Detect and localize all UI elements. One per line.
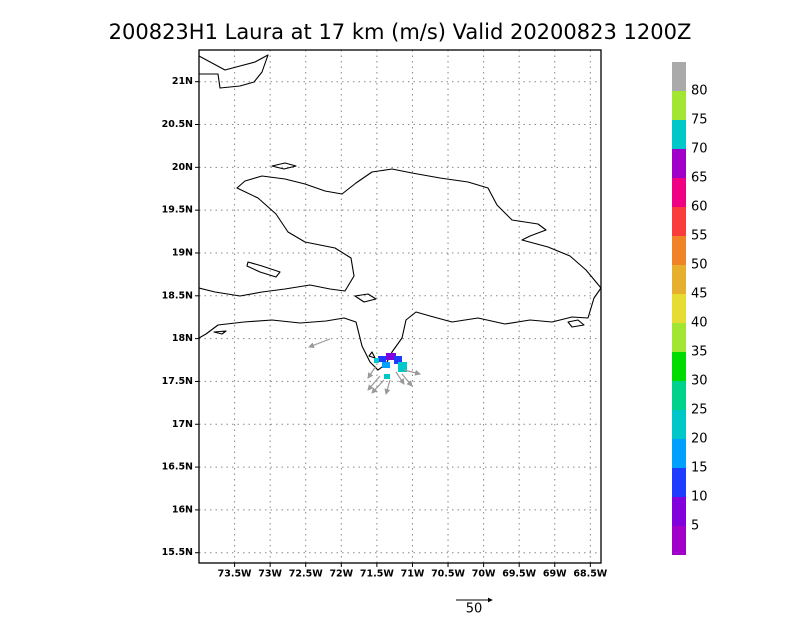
colorbar-swatch bbox=[672, 352, 686, 381]
colorbar-swatch bbox=[672, 323, 686, 352]
y-tick-label: 17.5N bbox=[162, 376, 193, 387]
colorbar-label: 65 bbox=[691, 171, 708, 186]
colorbar-label: 40 bbox=[691, 316, 708, 331]
colorbar-label: 30 bbox=[691, 374, 708, 389]
plot-frame bbox=[198, 49, 602, 564]
colorbar-swatch bbox=[672, 178, 686, 207]
colorbar-label: 55 bbox=[691, 229, 708, 244]
x-tick-label: 69.5W bbox=[502, 569, 536, 580]
colorbar-swatch bbox=[672, 468, 686, 497]
colorbar-label: 5 bbox=[691, 519, 699, 534]
wind-vector bbox=[308, 338, 331, 349]
tortuga-island bbox=[271, 162, 297, 170]
colorbar-label: 15 bbox=[691, 461, 708, 476]
x-tick-label: 73W bbox=[258, 569, 282, 580]
coastlines bbox=[199, 54, 601, 371]
colorbar-swatch bbox=[672, 149, 686, 178]
x-tick-label: 72W bbox=[329, 569, 353, 580]
wind-cell bbox=[394, 356, 402, 364]
colorbar-swatch bbox=[672, 207, 686, 236]
wind-vector bbox=[395, 371, 405, 385]
colorbar-label: 70 bbox=[691, 142, 708, 157]
y-tick-label: 18.5N bbox=[162, 290, 193, 301]
wind-cell bbox=[378, 356, 386, 362]
colorbar-swatch bbox=[672, 497, 686, 526]
colorbar-label: 25 bbox=[691, 403, 708, 418]
colorbar-swatch bbox=[672, 294, 686, 323]
wind-cell bbox=[384, 374, 390, 379]
y-tick-label: 16.5N bbox=[162, 462, 193, 473]
grid bbox=[199, 50, 601, 563]
wind-vector bbox=[367, 375, 381, 391]
hispaniola-coast bbox=[199, 168, 601, 371]
colorbar-label: 20 bbox=[691, 432, 708, 447]
saona-island bbox=[567, 319, 585, 328]
x-tick-label: 68.5W bbox=[573, 569, 607, 580]
y-tick-label: 17N bbox=[172, 419, 193, 430]
wind-field bbox=[308, 338, 421, 395]
x-tick-label: 72.5W bbox=[289, 569, 323, 580]
colorbar-label: 45 bbox=[691, 287, 708, 302]
colorbar-label: 50 bbox=[691, 258, 708, 273]
colorbar-label: 80 bbox=[691, 84, 708, 99]
colorbar-label: 60 bbox=[691, 200, 708, 215]
colorbar-swatch bbox=[672, 120, 686, 149]
x-tick-label: 71W bbox=[401, 569, 425, 580]
y-tick-label: 16N bbox=[172, 504, 193, 515]
wind-vector bbox=[384, 379, 391, 395]
y-tick-label: 18N bbox=[172, 333, 193, 344]
colorbar-swatch bbox=[672, 410, 686, 439]
wind-vector bbox=[401, 373, 413, 387]
wind-vector bbox=[367, 365, 377, 379]
y-tick-label: 15.5N bbox=[162, 547, 193, 558]
colorbar-swatch bbox=[672, 91, 686, 120]
wind-vector bbox=[403, 369, 421, 376]
lake bbox=[354, 293, 377, 303]
x-tick-label: 69W bbox=[543, 569, 567, 580]
colorbar-swatch bbox=[672, 439, 686, 468]
ile-a-vache bbox=[213, 330, 227, 335]
southern-islet bbox=[368, 351, 376, 359]
y-tick-label: 19.5N bbox=[162, 205, 193, 216]
wind-cell bbox=[398, 362, 407, 372]
chart-title: 200823H1 Laura at 17 km (m/s) Valid 2020… bbox=[109, 20, 692, 44]
colorbar-label: 75 bbox=[691, 113, 708, 128]
wind-cell bbox=[386, 353, 396, 360]
cuba-coast bbox=[199, 54, 269, 89]
y-tick-label: 20.5N bbox=[162, 119, 193, 130]
x-tick-label: 73.5W bbox=[218, 569, 252, 580]
y-tick-label: 19N bbox=[172, 247, 193, 258]
colorbar-swatch bbox=[672, 62, 686, 91]
wind-vector bbox=[371, 379, 385, 394]
reference-vector-label: 50 bbox=[466, 602, 483, 617]
colorbar-swatch bbox=[672, 265, 686, 294]
colorbar-label: 35 bbox=[691, 345, 708, 360]
colorbar-label: 10 bbox=[691, 490, 708, 505]
gonave-island bbox=[246, 261, 281, 278]
colorbar-swatch bbox=[672, 526, 686, 555]
y-tick-label: 21N bbox=[172, 76, 193, 87]
y-tick-label: 20N bbox=[172, 162, 193, 173]
x-tick-label: 71.5W bbox=[360, 569, 394, 580]
colorbar-swatch bbox=[672, 381, 686, 410]
wind-cell bbox=[374, 358, 379, 363]
x-tick-label: 70.5W bbox=[431, 569, 465, 580]
x-tick-label: 70W bbox=[472, 569, 496, 580]
colorbar-swatch bbox=[672, 236, 686, 265]
wind-cell bbox=[382, 362, 390, 368]
